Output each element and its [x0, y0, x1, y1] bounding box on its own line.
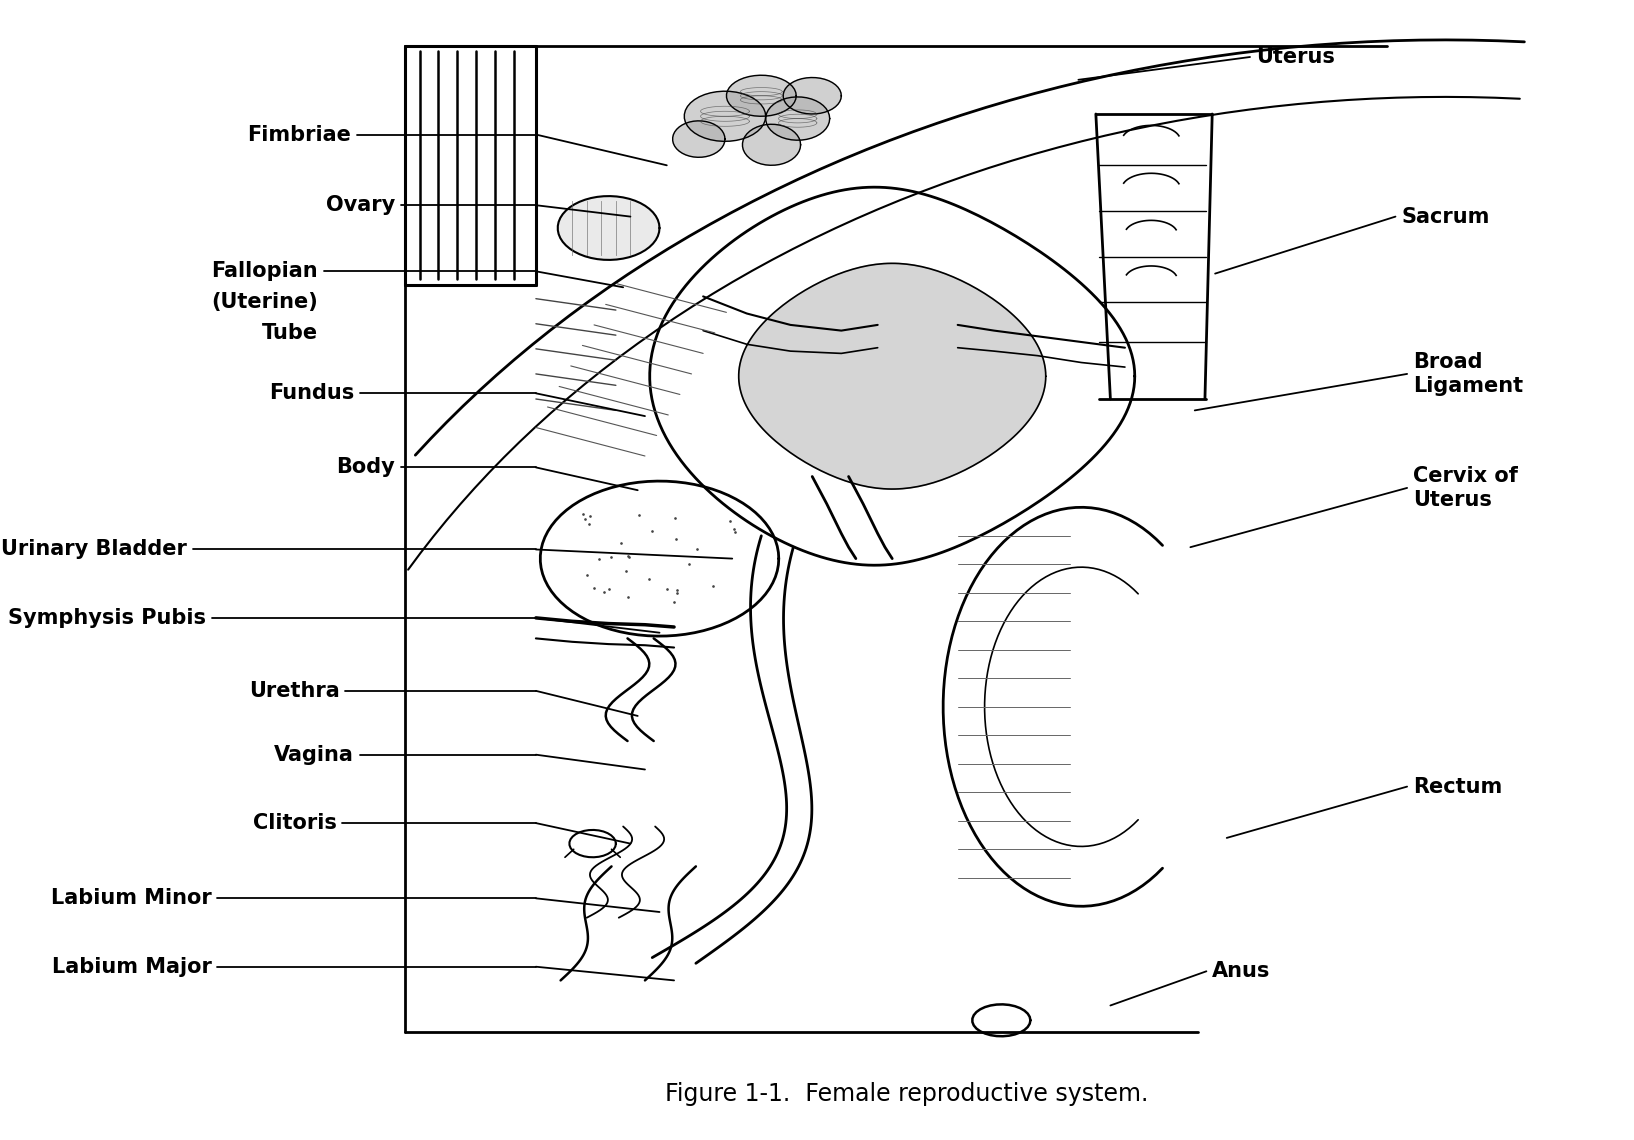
Text: Cervix of
Uterus: Cervix of Uterus — [1413, 466, 1518, 510]
Text: Clitoris: Clitoris — [253, 813, 337, 833]
Polygon shape — [557, 196, 660, 260]
Polygon shape — [742, 124, 801, 165]
Text: Labium Major: Labium Major — [52, 956, 211, 977]
Text: Fimbriae: Fimbriae — [247, 124, 351, 145]
Text: Vagina: Vagina — [275, 744, 355, 765]
Text: Fallopian: Fallopian — [211, 261, 317, 282]
Polygon shape — [685, 91, 766, 141]
Text: Figure 1-1.  Female reproductive system.: Figure 1-1. Female reproductive system. — [665, 1082, 1149, 1107]
Text: Symphysis Pubis: Symphysis Pubis — [8, 608, 206, 628]
Text: (Uterine): (Uterine) — [211, 292, 317, 312]
Text: Labium Minor: Labium Minor — [51, 888, 211, 909]
Text: Broad
Ligament: Broad Ligament — [1413, 352, 1523, 396]
Polygon shape — [673, 121, 725, 157]
Polygon shape — [739, 263, 1046, 489]
Text: Ovary: Ovary — [325, 195, 395, 215]
Text: Anus: Anus — [1212, 961, 1271, 982]
Text: Uterus: Uterus — [1257, 47, 1335, 67]
Polygon shape — [766, 97, 830, 140]
Text: Urinary Bladder: Urinary Bladder — [2, 539, 186, 560]
Text: Sacrum: Sacrum — [1402, 206, 1490, 227]
Text: Tube: Tube — [261, 323, 317, 343]
Text: Fundus: Fundus — [270, 383, 355, 404]
Text: Urethra: Urethra — [248, 681, 340, 701]
Text: Body: Body — [337, 457, 395, 478]
Text: Rectum: Rectum — [1413, 776, 1502, 797]
Polygon shape — [783, 78, 842, 114]
Polygon shape — [727, 75, 796, 116]
